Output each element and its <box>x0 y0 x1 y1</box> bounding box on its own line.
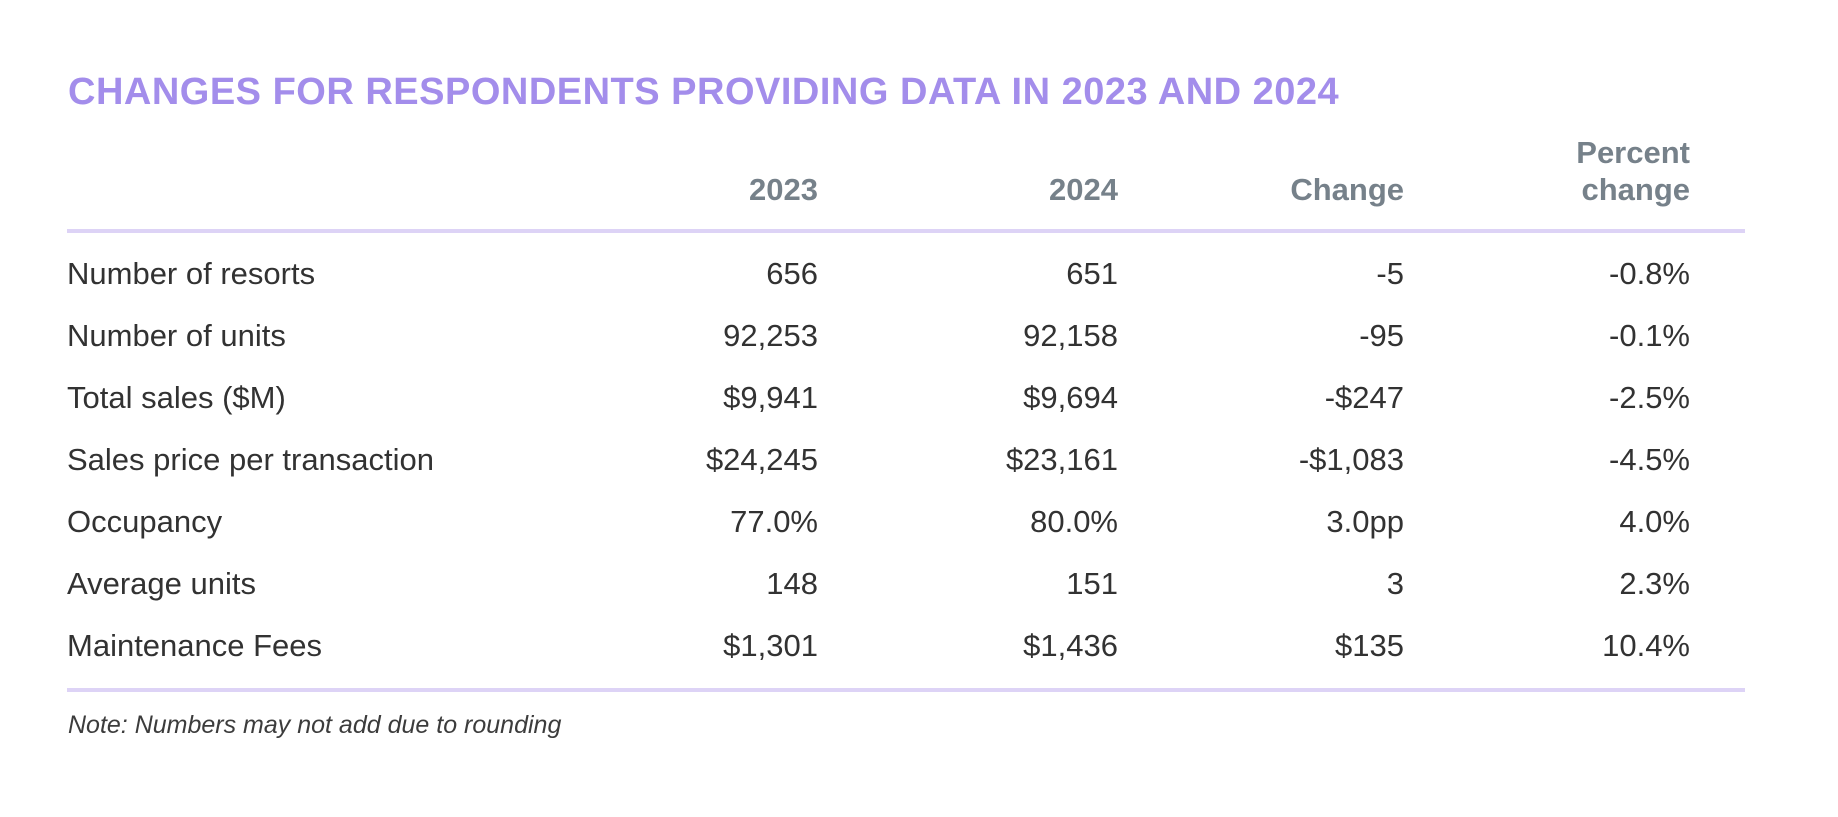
header-2023: 2023 <box>522 134 827 233</box>
cell-2023-value: 77.0% <box>730 504 818 539</box>
cell-percent-value: -0.8% <box>1609 256 1690 291</box>
cell-2023-value: 148 <box>766 566 818 601</box>
cell-2024-value: $1,436 <box>1023 628 1118 663</box>
row-label: Occupancy <box>67 504 223 539</box>
cell-2024-value: 92,158 <box>1023 318 1118 353</box>
table-header-row: 2023 2024 Change Percent change <box>67 134 1745 233</box>
cell-percent-value: -0.1% <box>1609 318 1690 353</box>
row-label: Maintenance Fees <box>67 628 323 663</box>
changes-table: 2023 2024 Change Percent change Number o… <box>67 134 1745 677</box>
cell-percent-value: 2.3% <box>1619 566 1690 601</box>
cell-2024-value: 80.0% <box>1030 504 1118 539</box>
table-row: Number of resorts 656 651 -5 -0.8% <box>67 243 1745 305</box>
header-row-label <box>67 134 522 233</box>
cell-change-value: -95 <box>1359 318 1404 353</box>
row-label: Number of resorts <box>67 256 316 291</box>
cell-percent-value: 4.0% <box>1619 504 1690 539</box>
cell-2024-value: 651 <box>1066 256 1118 291</box>
table-row: Number of units 92,253 92,158 -95 -0.1% <box>67 305 1745 367</box>
cell-2023-value: $1,301 <box>723 628 818 663</box>
header-percent-change: Percent change <box>1417 134 1745 233</box>
table-row: Average units 148 151 3 2.3% <box>67 553 1745 615</box>
table-row: Total sales ($M) $9,941 $9,694 -$247 -2.… <box>67 367 1745 429</box>
cell-change-value: 3 <box>1386 566 1404 601</box>
table-row: Occupancy 77.0% 80.0% 3.0pp 4.0% <box>67 491 1745 553</box>
cell-percent-value: 10.4% <box>1602 628 1690 663</box>
cell-2024-value: $9,694 <box>1023 380 1118 415</box>
table-bottom-rule <box>67 688 1745 692</box>
cell-2023-value: 656 <box>766 256 818 291</box>
row-label: Number of units <box>67 318 286 353</box>
row-label: Total sales ($M) <box>67 380 286 415</box>
row-label: Average units <box>67 566 256 601</box>
cell-change-value: 3.0pp <box>1326 504 1404 539</box>
cell-change-value: -$247 <box>1324 380 1404 415</box>
cell-2023-value: $24,245 <box>705 442 818 477</box>
cell-change-value: -5 <box>1376 256 1404 291</box>
table-row: Sales price per transaction $24,245 $23,… <box>67 429 1745 491</box>
cell-2024-value: 151 <box>1066 566 1118 601</box>
cell-2024-value: $23,161 <box>1005 442 1118 477</box>
table-row: Maintenance Fees $1,301 $1,436 $135 10.4… <box>67 615 1745 677</box>
header-change: Change <box>1127 134 1417 233</box>
header-2024: 2024 <box>827 134 1127 233</box>
cell-change-value: -$1,083 <box>1298 442 1404 477</box>
table-title: CHANGES FOR RESPONDENTS PROVIDING DATA I… <box>68 71 1340 113</box>
cell-2023-value: 92,253 <box>723 318 818 353</box>
cell-2023-value: $9,941 <box>723 380 818 415</box>
cell-percent-value: -2.5% <box>1609 380 1690 415</box>
row-label: Sales price per transaction <box>67 442 435 477</box>
cell-percent-value: -4.5% <box>1609 442 1690 477</box>
cell-change-value: $135 <box>1335 628 1404 663</box>
rounding-note: Note: Numbers may not add due to roundin… <box>68 711 562 739</box>
